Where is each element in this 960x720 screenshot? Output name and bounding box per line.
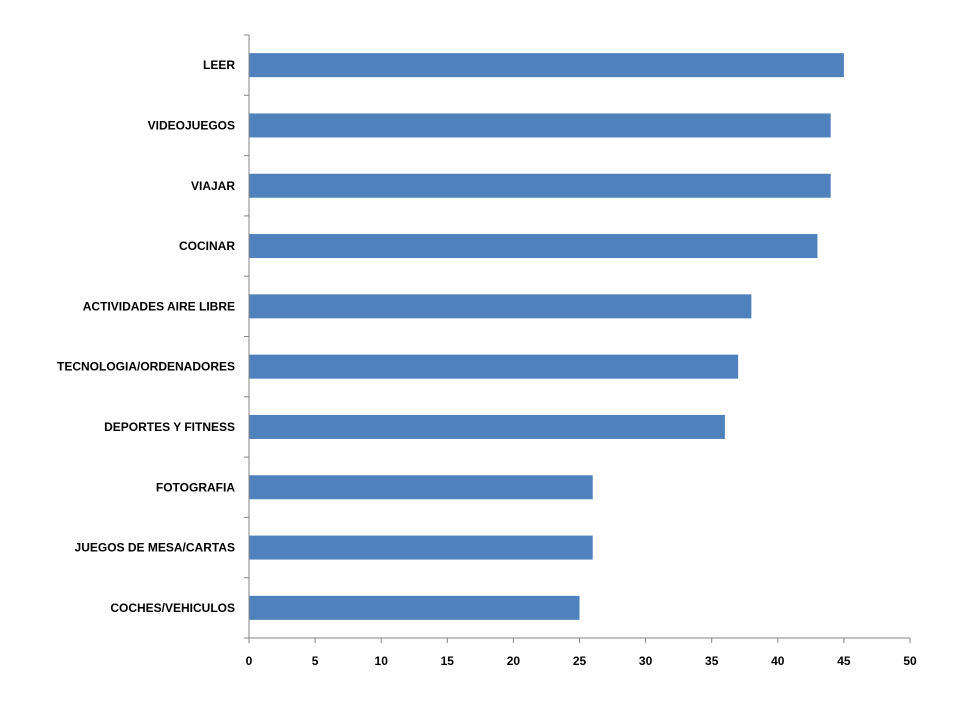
bar (249, 294, 752, 319)
category-label: ACTIVIDADES AIRE LIBRE (83, 299, 235, 313)
category-label: LEER (203, 58, 235, 72)
x-tick-label: 45 (837, 654, 851, 668)
x-tick-label: 10 (375, 654, 389, 668)
x-tick-label: 40 (771, 654, 785, 668)
category-label: COCINAR (179, 239, 235, 253)
bar (249, 354, 739, 379)
x-axis-tick-labels: 0 5 10 15 20 25 30 35 40 45 50 (246, 654, 917, 668)
bar (249, 595, 580, 620)
bar (249, 535, 593, 560)
bars-group (249, 53, 844, 620)
x-tick-label: 25 (573, 654, 587, 668)
x-tick-label: 15 (441, 654, 455, 668)
x-tick-label: 5 (312, 654, 319, 668)
bar (249, 414, 725, 439)
bar (249, 173, 831, 198)
x-axis-ticks (248, 638, 911, 643)
category-label: JUEGOS DE MESA/CARTAS (75, 541, 235, 555)
bar (249, 113, 831, 138)
x-tick-label: 35 (705, 654, 719, 668)
category-label: VIAJAR (191, 179, 235, 193)
category-label: TECNOLOGIA/ORDENADORES (57, 360, 235, 374)
x-tick-label: 20 (507, 654, 521, 668)
bar (249, 53, 844, 78)
x-tick-label: 30 (639, 654, 653, 668)
category-label: FOTOGRAFIA (156, 480, 235, 494)
x-tick-label: 0 (246, 654, 253, 668)
category-label: DEPORTES Y FITNESS (104, 420, 235, 434)
category-label: VIDEOJUEGOS (148, 118, 235, 132)
y-axis-ticks (244, 34, 249, 639)
x-tick-label: 50 (903, 654, 917, 668)
category-label: COCHES/VEHICULOS (110, 601, 235, 615)
bar (249, 234, 818, 259)
category-labels: LEER VIDEOJUEGOS VIAJAR COCINAR ACTIVIDADES … (57, 58, 235, 615)
bar (249, 475, 593, 500)
